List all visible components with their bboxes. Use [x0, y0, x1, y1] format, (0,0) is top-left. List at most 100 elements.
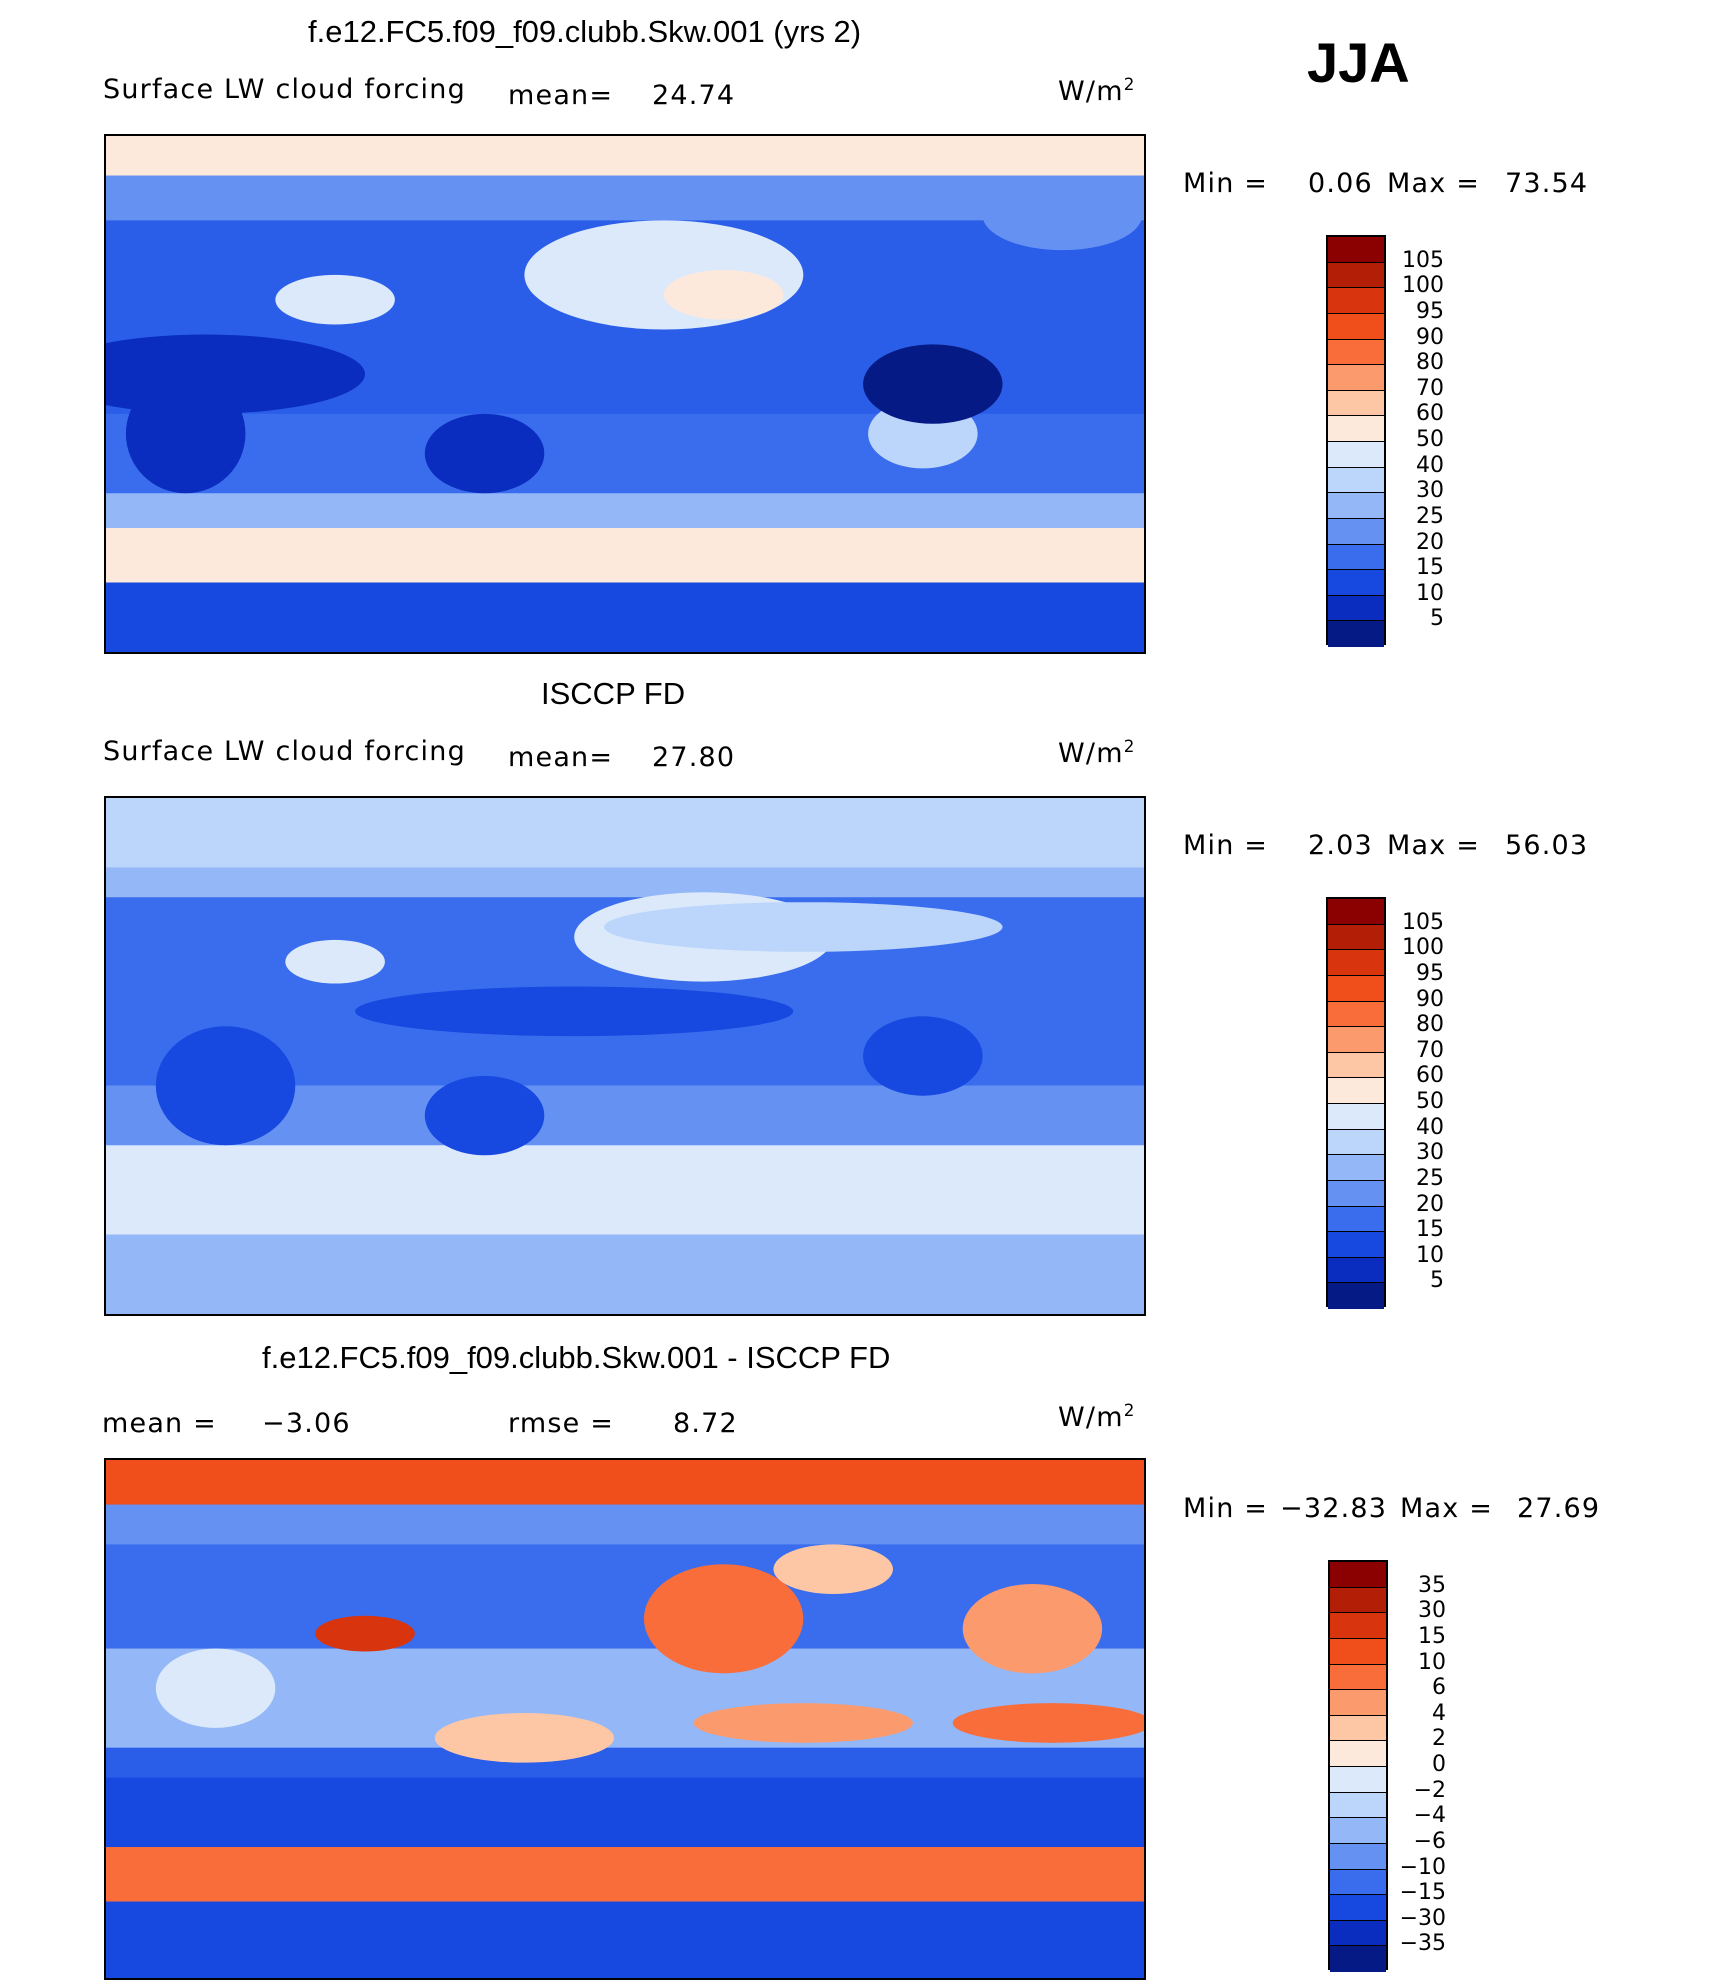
- colorbar-tick-label: −6: [1413, 1828, 1446, 1854]
- colorbar-tick-label: −30: [1399, 1905, 1446, 1931]
- colorbar-swatch: [1330, 1664, 1386, 1691]
- colorbar-swatch: [1330, 1843, 1386, 1870]
- panel2-mean-value: 27.80: [652, 742, 736, 773]
- colorbar-swatch: [1328, 313, 1384, 340]
- panel1-map-svg: [106, 136, 1144, 652]
- colorbar-tick-label: 25: [1416, 503, 1444, 529]
- panel2-variable: Surface LW cloud forcing: [103, 736, 466, 767]
- colorbar-swatch: [1328, 570, 1384, 596]
- colorbar-tick-label: 80: [1416, 350, 1444, 376]
- colorbar-tick-label: 15: [1416, 555, 1444, 581]
- panel1-title: f.e12.FC5.f09_f09.clubb.Skw.001 (yrs 2): [308, 14, 862, 49]
- panel2-min-value: 2.03: [1308, 830, 1373, 861]
- colorbar-tick-label: −2: [1413, 1777, 1446, 1803]
- panel3-title: f.e12.FC5.f09_f09.clubb.Skw.001 - ISCCP …: [262, 1340, 891, 1375]
- panel3-min-label: Min =: [1183, 1493, 1269, 1524]
- colorbar-tick-label: 35: [1418, 1572, 1446, 1598]
- colorbar-tick-label: 50: [1416, 1089, 1444, 1114]
- colorbar-swatch: [1330, 1638, 1386, 1665]
- colorbar-swatch: [1330, 1741, 1386, 1767]
- colorbar-swatch: [1328, 1001, 1384, 1028]
- colorbar-swatch: [1330, 1818, 1386, 1844]
- season-label: JJA: [1307, 31, 1410, 94]
- colorbar-swatch: [1328, 518, 1384, 545]
- panel3-mean-value: −3.06: [262, 1408, 351, 1439]
- colorbar-swatch: [1328, 544, 1384, 571]
- colorbar-swatch: [1328, 365, 1384, 391]
- colorbar-swatch: [1328, 1257, 1384, 1284]
- colorbar-swatch: [1328, 1052, 1384, 1079]
- panel1-max-label: Max =: [1387, 168, 1481, 199]
- colorbar-tick-label: 4: [1432, 1700, 1446, 1726]
- colorbar-swatch: [1328, 262, 1384, 289]
- colorbar-swatch: [1330, 1715, 1386, 1742]
- colorbar-tick-label: 15: [1418, 1623, 1446, 1649]
- colorbar-swatch: [1328, 493, 1384, 519]
- colorbar-tick-label: −10: [1399, 1854, 1446, 1880]
- colorbar-swatch: [1328, 442, 1384, 468]
- colorbar-swatch: [1330, 1869, 1386, 1896]
- colorbar-swatch: [1328, 1155, 1384, 1181]
- panel3-rmse-label: rmse =: [508, 1408, 615, 1439]
- colorbar-tick-label: 90: [1416, 986, 1444, 1012]
- colorbar-tick-label: 5: [1430, 606, 1444, 632]
- colorbar-swatch: [1328, 950, 1384, 976]
- panel2-min-label: Min =: [1183, 830, 1269, 861]
- colorbar-tick-label: 95: [1416, 298, 1444, 324]
- colorbar-tick-label: 20: [1416, 529, 1444, 555]
- colorbar-swatch: [1328, 1232, 1384, 1258]
- colorbar-swatch: [1328, 416, 1384, 442]
- colorbar-tick-label: 30: [1416, 478, 1444, 504]
- colorbar-swatch: [1330, 1587, 1386, 1614]
- colorbar-swatch: [1328, 1180, 1384, 1207]
- colorbar-swatch: [1330, 1946, 1386, 1972]
- colorbar-swatch: [1330, 1562, 1386, 1588]
- colorbar-tick-label: 40: [1416, 452, 1444, 478]
- panel3-rmse-value: 8.72: [673, 1408, 738, 1439]
- colorbar-swatch: [1330, 1690, 1386, 1716]
- colorbar-tick-label: 60: [1416, 1063, 1444, 1089]
- colorbar-tick-label: 80: [1416, 1012, 1444, 1038]
- colorbar-tick-label: 10: [1416, 1242, 1444, 1268]
- colorbar-swatch: [1330, 1895, 1386, 1921]
- colorbar-swatch: [1328, 1078, 1384, 1104]
- panel3-map-svg: [106, 1460, 1144, 1978]
- panel3-map: [104, 1458, 1146, 1980]
- colorbar-tick-label: 95: [1416, 960, 1444, 986]
- colorbar-swatch: [1328, 975, 1384, 1002]
- colorbar-tick-label: −4: [1413, 1803, 1446, 1829]
- colorbar-tick-label: 20: [1416, 1191, 1444, 1217]
- panel1-units: W/m2: [1058, 74, 1136, 107]
- colorbar-swatch: [1328, 1283, 1384, 1309]
- panel3-units: W/m2: [1058, 1400, 1136, 1433]
- panel3-mean-label: mean =: [102, 1408, 217, 1439]
- panel3-colorbar: [1328, 1560, 1388, 1972]
- colorbar-tick-label: 6: [1432, 1675, 1446, 1701]
- colorbar-tick-label: 70: [1416, 1037, 1444, 1063]
- colorbar-swatch: [1328, 1027, 1384, 1053]
- panel1-mean-label: mean=: [508, 80, 614, 111]
- panel2-mean-label: mean=: [508, 742, 614, 773]
- colorbar-swatch: [1328, 899, 1384, 925]
- colorbar-tick-label: 70: [1416, 375, 1444, 401]
- colorbar-tick-label: 30: [1418, 1598, 1446, 1624]
- panel1-max-value: 73.54: [1505, 168, 1589, 199]
- colorbar-swatch: [1330, 1792, 1386, 1819]
- panel3-min-value: −32.83: [1280, 1493, 1388, 1524]
- panel1-variable: Surface LW cloud forcing: [103, 74, 466, 105]
- panel1-mean-value: 24.74: [652, 80, 736, 111]
- colorbar-tick-label: 40: [1416, 1114, 1444, 1140]
- colorbar-tick-label: 5: [1430, 1268, 1444, 1294]
- colorbar-swatch: [1328, 339, 1384, 366]
- colorbar-swatch: [1328, 621, 1384, 647]
- panel3-max-label: Max =: [1400, 1493, 1494, 1524]
- colorbar-swatch: [1328, 1129, 1384, 1156]
- colorbar-swatch: [1330, 1920, 1386, 1947]
- colorbar-tick-label: 50: [1416, 427, 1444, 452]
- panel3-max-value: 27.69: [1517, 1493, 1601, 1524]
- colorbar-tick-label: 105: [1402, 909, 1444, 935]
- panel2-colorbar: [1326, 897, 1386, 1309]
- colorbar-swatch: [1330, 1767, 1386, 1793]
- colorbar-swatch: [1328, 288, 1384, 314]
- panel1-colorbar: [1326, 235, 1386, 647]
